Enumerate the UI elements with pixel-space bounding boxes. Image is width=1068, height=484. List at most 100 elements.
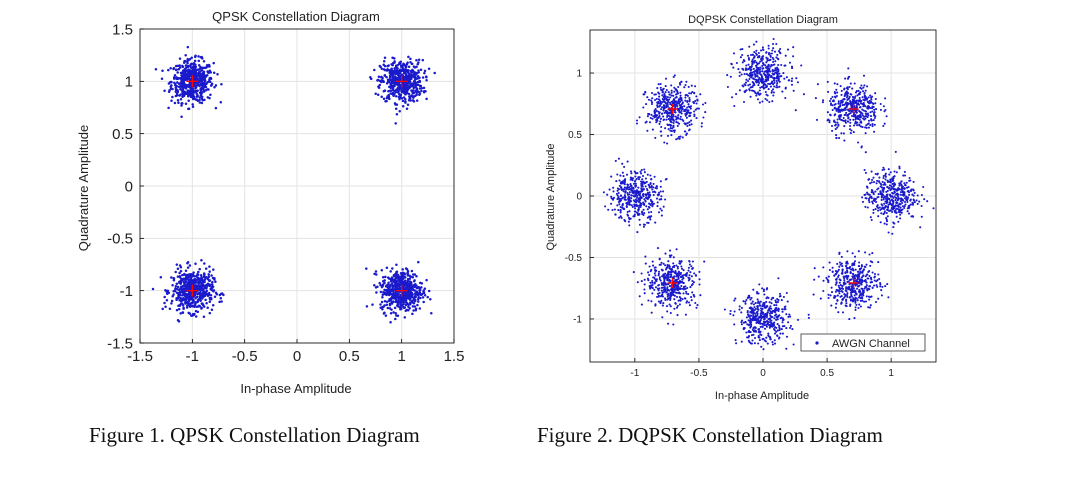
- dqpsk-point: [872, 211, 875, 214]
- dqpsk-point: [606, 193, 609, 196]
- qpsk-y-tick-label-1: -1: [120, 283, 133, 300]
- qpsk-point: [430, 312, 433, 315]
- dqpsk-point: [879, 221, 882, 224]
- dqpsk-point: [753, 90, 756, 93]
- qpsk-x-tick-label-0: -1.5: [127, 348, 153, 365]
- dqpsk-point: [775, 330, 778, 333]
- dqpsk-point: [629, 200, 633, 203]
- dqpsk-point: [785, 347, 788, 350]
- dqpsk-point: [700, 122, 703, 125]
- qpsk-point: [392, 94, 395, 97]
- qpsk-point: [210, 274, 213, 277]
- dqpsk-point: [848, 85, 851, 89]
- dqpsk-point: [654, 186, 657, 190]
- qpsk-point: [405, 107, 409, 110]
- dqpsk-point: [773, 342, 777, 345]
- dqpsk-point: [885, 223, 888, 226]
- qpsk-point: [176, 99, 180, 102]
- dqpsk-point: [692, 281, 695, 284]
- dqpsk-point: [896, 192, 899, 195]
- qpsk-point: [379, 290, 383, 294]
- dqpsk-point: [867, 126, 870, 129]
- dqpsk-point: [840, 93, 843, 96]
- dqpsk-point: [670, 289, 674, 292]
- dqpsk-point: [641, 183, 644, 186]
- dqpsk-point: [845, 90, 848, 93]
- qpsk-point: [177, 304, 180, 308]
- dqpsk-point: [891, 204, 894, 207]
- dqpsk-point: [857, 117, 860, 121]
- dqpsk-point: [923, 198, 926, 201]
- qpsk-point: [171, 284, 174, 287]
- qpsk-point: [416, 62, 419, 66]
- qpsk-point: [423, 71, 426, 75]
- dqpsk-point: [644, 199, 647, 202]
- qpsk-point: [159, 276, 163, 279]
- qpsk-point: [176, 94, 179, 97]
- dqpsk-point: [692, 293, 695, 296]
- qpsk-point: [161, 307, 164, 311]
- dqpsk-point: [864, 171, 867, 174]
- dqpsk-point: [787, 315, 790, 318]
- dqpsk-point: [679, 94, 682, 97]
- qpsk-point: [202, 60, 206, 63]
- dqpsk-point: [889, 189, 892, 192]
- dqpsk-point: [775, 84, 778, 87]
- dqpsk-point: [646, 173, 649, 176]
- dqpsk-point: [679, 297, 682, 300]
- qpsk-point: [412, 86, 415, 89]
- qpsk-point: [208, 270, 211, 273]
- dqpsk-point: [887, 231, 890, 234]
- dqpsk-point: [777, 75, 780, 78]
- dqpsk-point: [645, 194, 648, 197]
- qpsk-point: [423, 69, 427, 73]
- dqpsk-point: [869, 124, 872, 127]
- dqpsk-point: [698, 278, 701, 281]
- qpsk-point: [391, 82, 395, 85]
- qpsk-point: [220, 82, 223, 86]
- dqpsk-point: [872, 208, 875, 211]
- dqpsk-point: [654, 274, 657, 277]
- dqpsk-point: [866, 206, 869, 209]
- dqpsk-point: [653, 98, 657, 102]
- qpsk-point: [184, 74, 188, 78]
- dqpsk-point: [656, 295, 659, 298]
- qpsk-point: [383, 288, 386, 292]
- dqpsk-point: [785, 291, 788, 295]
- dqpsk-point: [901, 187, 904, 190]
- qpsk-point: [385, 288, 388, 292]
- dqpsk-point: [896, 195, 899, 198]
- qpsk-reference-marker-0: [186, 75, 199, 88]
- dqpsk-point: [666, 96, 669, 99]
- dqpsk-point: [852, 96, 855, 99]
- dqpsk-point: [679, 83, 682, 86]
- dqpsk-point: [889, 171, 892, 174]
- dqpsk-point: [856, 114, 859, 118]
- dqpsk-point: [674, 96, 677, 99]
- dqpsk-point: [672, 104, 675, 107]
- qpsk-point: [378, 281, 381, 285]
- dqpsk-point: [650, 99, 653, 102]
- dqpsk-point: [891, 208, 894, 211]
- dqpsk-point: [891, 187, 894, 190]
- dqpsk-point: [880, 186, 883, 189]
- dqpsk-point: [887, 168, 890, 171]
- dqpsk-point: [781, 321, 784, 324]
- dqpsk-point: [616, 198, 619, 201]
- dqpsk-point: [751, 311, 754, 314]
- dqpsk-cluster-2: [726, 37, 819, 112]
- dqpsk-point: [738, 308, 741, 311]
- dqpsk-point: [648, 194, 651, 197]
- dqpsk-point: [643, 182, 646, 185]
- dqpsk-point: [874, 172, 877, 176]
- dqpsk-point: [651, 279, 654, 283]
- qpsk-point: [395, 112, 399, 116]
- qpsk-point: [186, 91, 189, 95]
- dqpsk-point: [859, 111, 862, 114]
- dqpsk-point: [756, 62, 759, 65]
- dqpsk-point: [634, 175, 637, 178]
- dqpsk-point: [920, 215, 923, 218]
- dqpsk-point: [869, 111, 872, 114]
- qpsk-point: [179, 302, 183, 305]
- qpsk-point: [182, 277, 185, 281]
